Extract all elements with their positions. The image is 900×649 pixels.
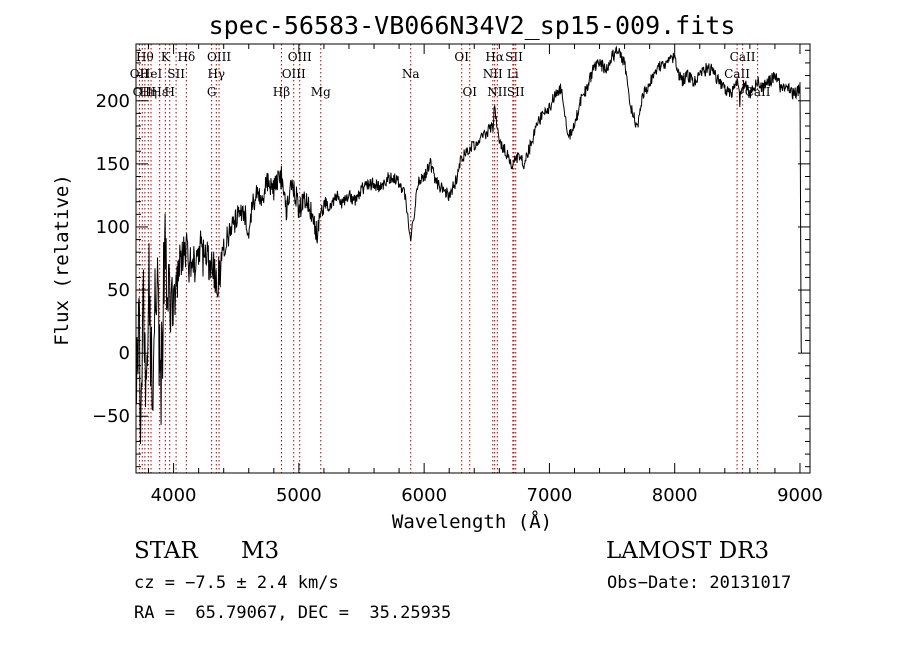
y-tick-label-1: 0 bbox=[119, 343, 130, 364]
line-label-25: SII bbox=[507, 85, 525, 99]
line-label-24: SII bbox=[505, 50, 523, 64]
line-label-5: Hε bbox=[151, 85, 168, 99]
line-label-16: Mg bbox=[311, 85, 331, 99]
survey-name: LAMOST DR3 bbox=[606, 538, 770, 564]
y-tick-label-2: 50 bbox=[107, 280, 130, 301]
line-label-17: Na bbox=[402, 67, 420, 81]
line-label-23: Li bbox=[507, 67, 519, 81]
line-label-9: Hδ bbox=[178, 50, 196, 64]
line-label-13: Hβ bbox=[273, 85, 290, 99]
x-tick-label-5: 9000 bbox=[777, 485, 823, 506]
line-label-8: SII bbox=[167, 67, 185, 81]
y-axis-label: Flux (relative) bbox=[51, 174, 73, 346]
axis-ticks: 4000 5000 6000 7000 8000 9000 −50 0 50 100 150 200 bbox=[92, 44, 823, 506]
line-label-12: OIII bbox=[207, 50, 231, 64]
line-label-15: OIII bbox=[288, 50, 312, 64]
y-tick-label-5: 200 bbox=[96, 91, 130, 112]
x-axis-label: Wavelength (Å) bbox=[392, 510, 552, 533]
spectrum-series bbox=[135, 45, 802, 445]
line-label-7: H bbox=[164, 85, 174, 99]
spectral-line-markers: OIIOIIHθHηHeIHεKHSIIHδGHγOIIIHβOIIIOIIIM… bbox=[130, 44, 771, 473]
line-label-10: G bbox=[207, 85, 217, 99]
line-label-6: K bbox=[161, 50, 171, 64]
object-subclass: M3 bbox=[241, 538, 280, 564]
y-tick-label-3: 100 bbox=[96, 217, 130, 238]
coordinates: RA = 65.79067, DEC = 35.25935 bbox=[134, 603, 452, 623]
spectrum-line bbox=[135, 45, 802, 445]
object-class: STAR bbox=[134, 538, 198, 564]
line-label-19: OI bbox=[462, 85, 477, 99]
x-tick-label-1: 5000 bbox=[276, 485, 322, 506]
plot-frame bbox=[135, 43, 811, 474]
line-label-26: CaII bbox=[724, 67, 750, 81]
line-label-2: Hθ bbox=[136, 50, 154, 64]
line-label-22: NII bbox=[487, 85, 507, 99]
y-tick-label-4: 150 bbox=[96, 154, 130, 175]
x-tick-label-3: 7000 bbox=[527, 485, 573, 506]
line-label-20: NII bbox=[483, 67, 503, 81]
chart-title: spec-56583-VB066N34V2_sp15-009.fits bbox=[209, 11, 736, 40]
x-tick-label-0: 4000 bbox=[151, 485, 197, 506]
x-tick-label-4: 8000 bbox=[652, 485, 698, 506]
line-label-3: Hη bbox=[139, 85, 157, 99]
y-tick-label-0: −50 bbox=[92, 406, 130, 427]
line-label-27: CaII bbox=[730, 50, 756, 64]
line-label-11: Hγ bbox=[207, 67, 225, 81]
line-label-4: HeI bbox=[140, 67, 163, 81]
observation-date: Obs−Date: 20131017 bbox=[607, 573, 792, 593]
line-label-18: OI bbox=[454, 50, 469, 64]
x-tick-label-2: 6000 bbox=[401, 485, 447, 506]
line-label-21: Hα bbox=[485, 50, 504, 64]
line-label-14: OIII bbox=[282, 67, 306, 81]
redshift-cz: cz = −7.5 ± 2.4 km/s bbox=[134, 573, 339, 593]
